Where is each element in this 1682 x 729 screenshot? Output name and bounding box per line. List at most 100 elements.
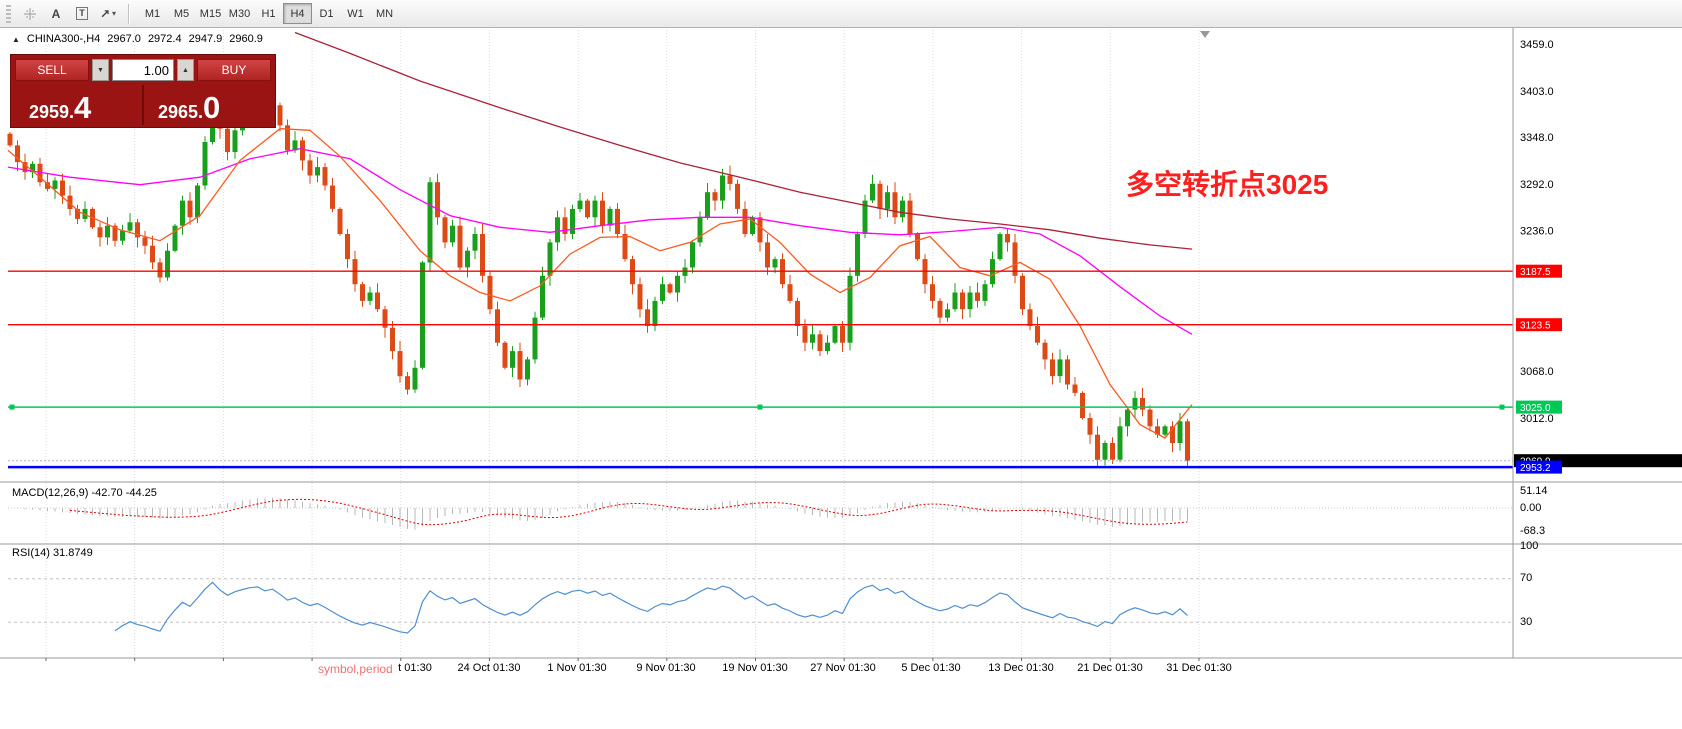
tf-button-W1[interactable]: W1 [347, 7, 364, 20]
candle-body [832, 326, 838, 343]
candle [892, 182, 898, 224]
candle [952, 283, 958, 312]
candle [202, 136, 208, 190]
candle-body [562, 217, 568, 234]
candle [435, 173, 440, 225]
candle [442, 214, 448, 249]
candle [862, 194, 868, 239]
candle-body [1110, 443, 1115, 460]
high-value: 2972.4 [147, 33, 182, 45]
candle-body [930, 284, 935, 301]
candle [142, 230, 148, 255]
toolbar-grip[interactable] [6, 4, 11, 23]
candle [585, 198, 590, 219]
candle [945, 303, 950, 322]
candle-body [465, 250, 470, 268]
tf-button-H4[interactable]: H4 [283, 3, 312, 24]
chart-annotation[interactable]: 多空转折点3025 [1126, 169, 1329, 200]
candle-body [15, 145, 20, 163]
candle [562, 207, 568, 241]
candle [915, 232, 920, 261]
tf-button-M15[interactable]: M15 [199, 7, 222, 20]
candle-body [337, 208, 343, 234]
candle [1072, 377, 1078, 397]
candle [375, 283, 380, 312]
price-axis-label: 3236.0 [1520, 226, 1554, 238]
candle [180, 195, 185, 235]
candle-body [135, 222, 140, 238]
hline-handle[interactable] [757, 404, 763, 410]
candle [1110, 437, 1115, 464]
chart-canvas[interactable]: 3459.0 3403.0 3348.0 3292.0 3236.0 3068.0 3012… [0, 28, 1682, 680]
price-badge-rect [1516, 460, 1562, 474]
buy-price[interactable]: 2965.0 [144, 92, 271, 125]
candle-body [997, 234, 1003, 260]
arrows-tool-button[interactable]: ↗ ▾ [96, 3, 120, 25]
chevron-down-icon: ▾ [112, 9, 117, 18]
candle [495, 301, 500, 347]
candle-body [795, 300, 800, 326]
volume-input[interactable] [112, 59, 174, 81]
chart-watermark[interactable]: symbol,period [318, 662, 393, 676]
volume-increase-button[interactable]: ▲ [177, 59, 194, 81]
tf-button-MN[interactable]: MN [375, 7, 394, 20]
ma-fast-line [7, 128, 1193, 439]
candle [1080, 391, 1085, 420]
tf-button-H1[interactable]: H1 [261, 7, 276, 20]
price-axis-label: 3348.0 [1520, 132, 1554, 144]
candle-body [52, 180, 58, 189]
candle [15, 140, 20, 172]
tf-button-M30[interactable]: M30 [228, 7, 251, 20]
candle-body [727, 175, 733, 184]
candle [52, 177, 58, 199]
candle [832, 324, 838, 345]
candle-body [1080, 392, 1085, 418]
candle [607, 206, 613, 232]
candle [660, 276, 665, 305]
text-tool-button[interactable]: A [44, 3, 68, 25]
crosshair-tool-button[interactable] [18, 3, 42, 25]
candle [652, 296, 658, 331]
tf-button-D1[interactable]: D1 [319, 7, 334, 20]
candle-body [697, 217, 703, 243]
chart-shift-marker[interactable] [1200, 31, 1210, 38]
candle-body [472, 234, 478, 251]
candle-body [645, 309, 650, 326]
candle-body [1177, 421, 1183, 443]
hline-handle[interactable] [1499, 404, 1505, 410]
candle [472, 227, 478, 260]
volume-decrease-button[interactable]: ▼ [92, 59, 109, 81]
candle-body [1117, 426, 1123, 460]
macd-axis-label: 51.14 [1520, 485, 1548, 497]
tf-button-M5[interactable]: M5 [173, 7, 190, 20]
candle-body [45, 182, 50, 189]
buy-button[interactable]: BUY [197, 59, 271, 81]
candle-body [1125, 409, 1130, 427]
candle [187, 192, 193, 225]
candle-body [915, 234, 920, 260]
candle-body [292, 140, 298, 151]
candle [622, 224, 628, 262]
candle [157, 258, 163, 283]
candle [720, 168, 725, 209]
candle [300, 137, 305, 171]
hline-handle[interactable] [9, 404, 15, 410]
candle-body [457, 225, 463, 268]
candle [225, 122, 230, 161]
chart-ohlc-header: ▲ CHINA300-,H4 2967.0 2972.4 2947.9 2960… [12, 33, 263, 45]
candle [1117, 417, 1123, 463]
label-tool-button[interactable]: T [70, 3, 94, 25]
candle [277, 102, 283, 132]
buy-price-main: 2965. [158, 102, 204, 122]
sell-button[interactable]: SELL [15, 59, 89, 81]
candle [825, 335, 830, 355]
candle [105, 217, 110, 245]
candle [870, 174, 875, 204]
candle [127, 213, 133, 234]
sell-price[interactable]: 2959.4 [15, 92, 142, 125]
candle-body [960, 292, 965, 310]
candle [1102, 440, 1108, 466]
tf-button-M1[interactable]: M1 [144, 7, 161, 20]
candle [135, 219, 140, 248]
candle-body [742, 208, 748, 234]
